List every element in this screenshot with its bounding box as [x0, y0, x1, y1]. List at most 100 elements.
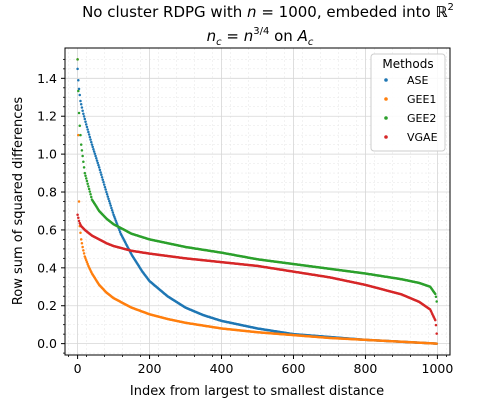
grid-minor [65, 48, 450, 355]
data-point [118, 228, 121, 232]
data-point [90, 140, 93, 144]
legend-label-gee1: GEE1 [407, 93, 436, 106]
data-point [86, 182, 89, 185]
data-point [115, 221, 118, 224]
data-point [105, 190, 108, 194]
data-point [86, 128, 89, 131]
data-point [82, 115, 86, 118]
data-point [79, 143, 83, 146]
data-point [112, 213, 115, 217]
data-point [84, 120, 87, 123]
data-point [95, 157, 98, 160]
data-point [83, 117, 87, 121]
x-tick-label: 0 [74, 361, 82, 376]
data-point [88, 135, 92, 139]
data-point [96, 161, 99, 165]
x-axis-label: Index from largest to smallest distance [130, 384, 384, 399]
data-point [83, 171, 87, 175]
data-point [93, 152, 97, 155]
series-vgae [76, 213, 438, 335]
data-point [85, 179, 89, 183]
y-tick-label: 1.2 [37, 109, 57, 124]
data-point [77, 111, 81, 115]
data-point [110, 206, 113, 210]
data-point [97, 163, 100, 167]
data-point [78, 124, 81, 127]
legend-label-vgae: VGAE [407, 131, 438, 144]
data-point [76, 213, 79, 217]
legend-marker-gee2 [384, 116, 388, 120]
data-point [78, 93, 81, 97]
y-axis: 0.0 0.2 0.4 0.6 0.8 1.0 1.2 1.4 [37, 58, 65, 354]
data-point [102, 183, 106, 186]
data-point [77, 87, 81, 91]
data-point [92, 147, 95, 151]
data-point [103, 185, 107, 189]
data-point [110, 208, 114, 212]
data-point [105, 193, 109, 196]
data-point [81, 245, 84, 249]
legend-label-gee2: GEE2 [407, 112, 436, 125]
y-tick-label: 0.4 [37, 260, 57, 275]
data-point [84, 177, 88, 180]
data-point [79, 133, 82, 137]
data-point [90, 143, 94, 146]
data-point [82, 249, 85, 252]
data-point [85, 260, 89, 264]
y-tick-label: 1.0 [37, 147, 57, 162]
data-point [84, 257, 87, 260]
x-tick-label: 800 [354, 361, 378, 376]
data-point [114, 219, 117, 222]
data-point [87, 185, 90, 188]
data-point [87, 187, 91, 191]
data-point [81, 154, 84, 158]
data-point [89, 193, 92, 196]
data-point [81, 109, 84, 113]
data-point [111, 211, 115, 214]
data-point [80, 241, 84, 245]
data-point [84, 174, 87, 177]
data-point [94, 154, 97, 158]
data-point [77, 219, 81, 223]
data-point [77, 216, 80, 220]
chart-title-line1: No cluster RDPG with n = 1000, embeded i… [82, 2, 454, 21]
legend-items: ASE GEE1 GEE2 VGAE [384, 74, 438, 144]
data-point [80, 149, 84, 152]
legend-marker-gee1 [384, 97, 388, 101]
chart-title-line2: nc = n3/4 on Ac [207, 26, 314, 48]
data-point [106, 195, 110, 198]
legend-marker-vgae [384, 135, 388, 139]
series-layer [76, 58, 438, 345]
data-point [92, 150, 96, 153]
data-point [434, 318, 437, 322]
data-point [108, 202, 112, 205]
x-axis: 0 200 400 600 800 1000 [68, 355, 454, 376]
data-point [80, 106, 84, 109]
data-point [76, 58, 79, 61]
data-point [85, 125, 89, 129]
y-axis-label: Row sum of squared differences [11, 97, 26, 306]
x-tick-label: 1000 [422, 361, 454, 376]
data-point [434, 323, 438, 327]
y-tick-label: 0.6 [37, 222, 57, 237]
data-point [107, 197, 110, 201]
x-tick-label: 400 [210, 361, 234, 376]
data-point [77, 133, 80, 137]
data-point [108, 199, 111, 203]
data-point [102, 180, 105, 184]
series-gee2 [76, 58, 438, 303]
data-point [435, 342, 438, 345]
data-point [100, 175, 104, 179]
data-point [435, 300, 438, 303]
data-point [99, 171, 102, 174]
data-point [109, 204, 112, 207]
data-point [77, 200, 81, 203]
data-point [79, 103, 83, 106]
data-point [434, 292, 437, 296]
data-point [88, 190, 92, 193]
data-point [82, 160, 85, 163]
legend-label-ase: ASE [407, 74, 429, 87]
series-gee1 [76, 58, 438, 345]
